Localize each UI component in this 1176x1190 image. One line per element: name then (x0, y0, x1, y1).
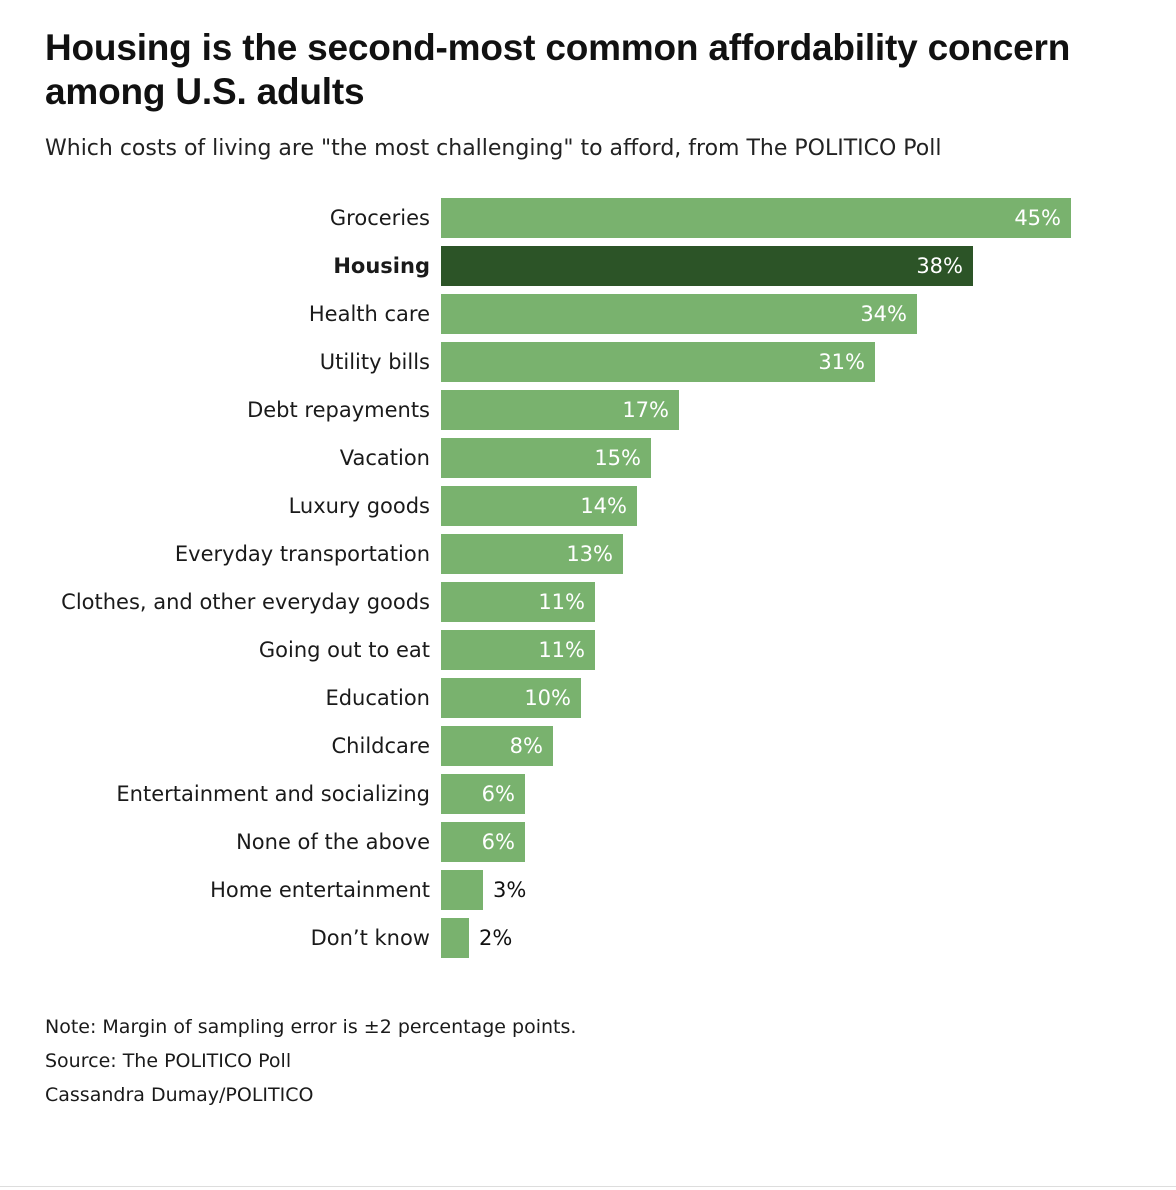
value-label-clothes-and-other-everyday-goods: 11% (538, 590, 585, 614)
chart-subtitle: Which costs of living are "the most chal… (45, 136, 942, 161)
bar-chart: Groceries Housing Health care Utility bills… (61, 198, 1071, 958)
category-labels-group: Groceries Housing Health care Utility bills… (61, 206, 430, 950)
footer-source: Source: The POLITICO Poll (45, 1050, 292, 1072)
bar-home-entertainment (441, 870, 483, 910)
chart-title: Housing is the second-most common afford… (45, 27, 1071, 112)
bar-education (441, 678, 581, 718)
category-label-entertainment-and-socializing: Entertainment and socializing (116, 782, 430, 806)
value-labels-group: 45% 38% 34% 31% 17% 15% 14% 13% 11% 11% 10% 8% 6% 6% 3… (479, 206, 1061, 950)
bar-health-care (441, 294, 917, 334)
category-label-housing: Housing (333, 254, 430, 278)
bar-entertainment-and-socializing (441, 774, 525, 814)
bottom-divider (0, 1186, 1176, 1187)
category-label-don-t-know: Don’t know (311, 926, 430, 950)
category-label-everyday-transportation: Everyday transportation (175, 542, 430, 566)
value-label-childcare: 8% (510, 734, 543, 758)
bar-debt-repayments (441, 390, 679, 430)
category-label-home-entertainment: Home entertainment (210, 878, 430, 902)
category-label-childcare: Childcare (332, 734, 430, 758)
value-label-housing: 38% (916, 254, 963, 278)
category-label-going-out-to-eat: Going out to eat (259, 638, 430, 662)
value-label-entertainment-and-socializing: 6% (482, 782, 515, 806)
category-label-education: Education (325, 686, 430, 710)
category-label-luxury-goods: Luxury goods (289, 494, 430, 518)
value-label-home-entertainment: 3% (493, 878, 526, 902)
bar-luxury-goods (441, 486, 637, 526)
footer: Note: Margin of sampling error is ±2 per… (45, 1010, 576, 1112)
value-label-everyday-transportation: 13% (566, 542, 613, 566)
value-label-vacation: 15% (594, 446, 641, 470)
bar-housing (441, 246, 973, 286)
category-label-groceries: Groceries (330, 206, 430, 230)
value-label-none-of-the-above: 6% (482, 830, 515, 854)
category-label-clothes-and-other-everyday-goods: Clothes, and other everyday goods (61, 590, 430, 614)
category-label-debt-repayments: Debt repayments (247, 398, 430, 422)
bar-clothes-and-other-everyday-goods (441, 582, 595, 622)
bar-groceries (441, 198, 1071, 238)
bar-none-of-the-above (441, 822, 525, 862)
category-label-utility-bills: Utility bills (320, 350, 430, 374)
footer-note: Note: Margin of sampling error is ±2 per… (45, 1016, 577, 1038)
bar-utility-bills (441, 342, 875, 382)
bar-childcare (441, 726, 553, 766)
value-label-health-care: 34% (860, 302, 907, 326)
value-label-education: 10% (524, 686, 571, 710)
category-label-health-care: Health care (309, 302, 430, 326)
category-label-vacation: Vacation (340, 446, 430, 470)
value-label-debt-repayments: 17% (622, 398, 669, 422)
value-label-don-t-know: 2% (479, 926, 512, 950)
bar-don-t-know (441, 918, 469, 958)
bars-group (441, 198, 1071, 958)
bar-everyday-transportation (441, 534, 623, 574)
value-label-utility-bills: 31% (818, 350, 865, 374)
value-label-going-out-to-eat: 11% (538, 638, 585, 662)
value-label-luxury-goods: 14% (580, 494, 627, 518)
bar-vacation (441, 438, 651, 478)
category-label-none-of-the-above: None of the above (236, 830, 430, 854)
value-label-groceries: 45% (1014, 206, 1061, 230)
bar-going-out-to-eat (441, 630, 595, 670)
footer-credit: Cassandra Dumay/POLITICO (45, 1084, 314, 1106)
